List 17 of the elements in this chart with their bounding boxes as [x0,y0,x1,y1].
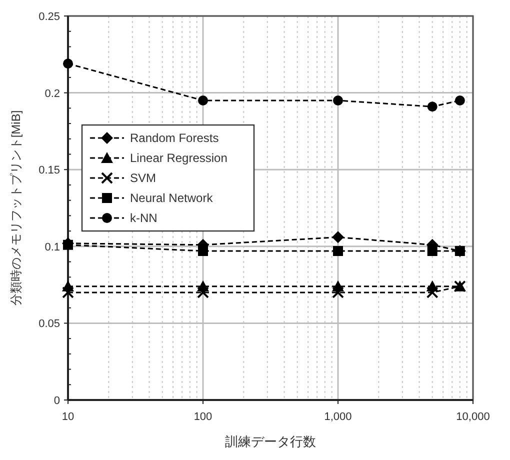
y-tick-label: 0.2 [44,88,60,100]
y-tick-label: 0 [54,395,60,407]
y-tick-label: 0.15 [38,164,60,177]
y-tick-label: 0.05 [38,318,60,330]
x-tick-label: 10,000 [456,411,490,423]
x-tick-label: 100 [194,411,212,423]
legend-label: Linear Regression [130,151,228,165]
legend-label: k-NN [130,211,158,225]
y-axis-title: 分類時のメモリフットプリント[MiB] [9,110,23,306]
y-tick-label: 0.1 [44,241,60,254]
legend-label: Random Forests [130,131,219,145]
legend-label: Neural Network [130,191,214,205]
x-tick-label: 10 [62,411,74,423]
x-axis-title: 訓練データ行数 [225,434,316,449]
y-tick-label: 0.25 [38,11,60,23]
legend-label: SVM [130,171,156,185]
x-tick-label: 1,000 [324,411,352,423]
